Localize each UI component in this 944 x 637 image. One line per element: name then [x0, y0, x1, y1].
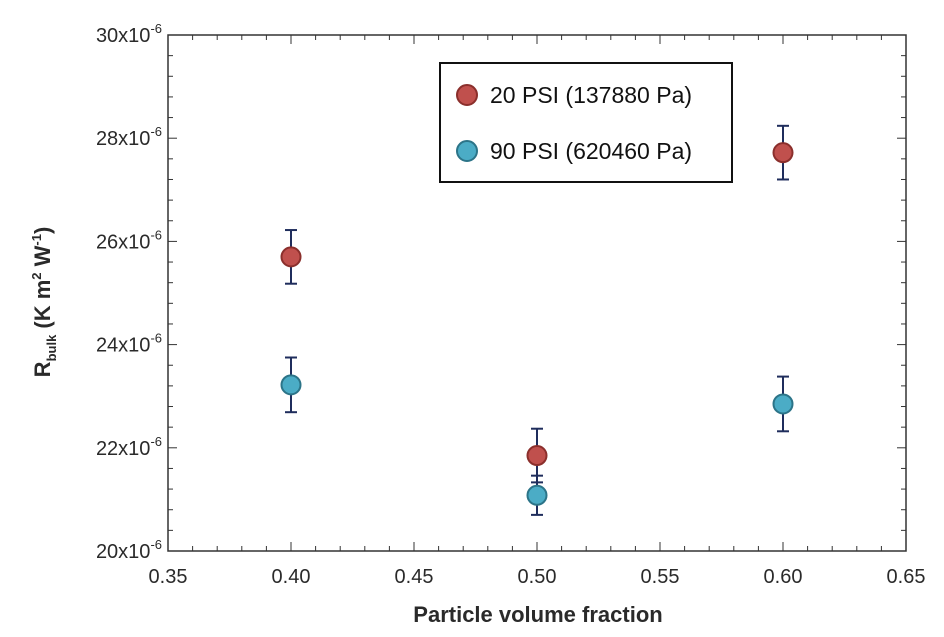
data-point	[280, 246, 302, 268]
x-tick-label: 0.60	[764, 566, 803, 588]
y-axis-label-sub: bulk	[44, 334, 59, 361]
data-point	[772, 142, 794, 164]
data-point	[526, 484, 548, 506]
y-tick-label: 28x10-6	[96, 124, 162, 150]
y-axis-label-sup2: -1	[29, 234, 44, 246]
legend: 20 PSI (137880 Pa) 90 PSI (620460 Pa)	[439, 62, 733, 183]
data-point	[772, 393, 794, 415]
y-axis-label-main: R	[30, 361, 55, 377]
x-tick-label: 0.55	[641, 566, 680, 588]
y-tick-label: 30x10-6	[96, 21, 162, 47]
legend-label-20psi: 20 PSI (137880 Pa)	[490, 82, 692, 108]
data-point	[526, 445, 548, 467]
series-0	[280, 124, 794, 484]
x-tick-label: 0.45	[395, 566, 434, 588]
y-axis-label-unit-close: )	[30, 227, 55, 234]
data-point	[280, 374, 302, 396]
y-tick-label: 24x10-6	[96, 331, 162, 357]
y-tick-label: 26x10-6	[96, 227, 162, 253]
x-tick-label: 0.40	[272, 566, 311, 588]
series-1	[280, 356, 794, 516]
legend-label-90psi: 90 PSI (620460 Pa)	[490, 138, 692, 164]
x-tick-label: 0.50	[518, 566, 557, 588]
legend-marker-90psi	[456, 140, 478, 162]
legend-marker-20psi	[456, 84, 478, 106]
y-axis-label-sup1: 2	[29, 272, 44, 279]
x-tick-label: 0.35	[149, 566, 188, 588]
x-axis-label: Particle volume fraction	[413, 602, 662, 627]
data-points	[280, 124, 794, 516]
y-axis-label-unit-open: (K m	[30, 280, 55, 335]
y-tick-label: 20x10-6	[96, 537, 162, 563]
y-axis-label-unit-mid: W	[30, 245, 55, 272]
x-tick-label: 0.65	[887, 566, 926, 588]
y-axis: 20x10-6 22x10-6 24x10-6 26x10-6 28x10-6 30x10…	[96, 21, 906, 563]
legend-box	[439, 62, 733, 183]
y-tick-label: 22x10-6	[96, 434, 162, 460]
x-axis: 0.35 0.40 0.45 0.50 0.55 0.60 0.65	[149, 35, 926, 588]
y-axis-label: Rbulk (K m2 W-1)	[29, 227, 59, 378]
